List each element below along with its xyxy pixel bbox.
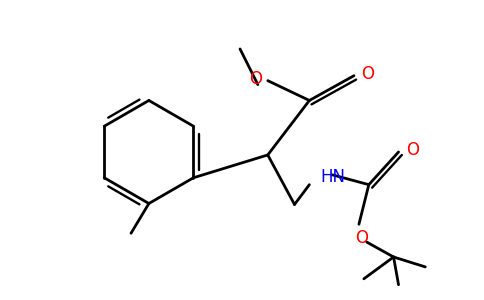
Text: HN: HN xyxy=(320,168,345,186)
Text: O: O xyxy=(249,70,262,88)
Text: O: O xyxy=(406,141,419,159)
Text: O: O xyxy=(362,65,374,83)
Text: O: O xyxy=(355,229,368,247)
